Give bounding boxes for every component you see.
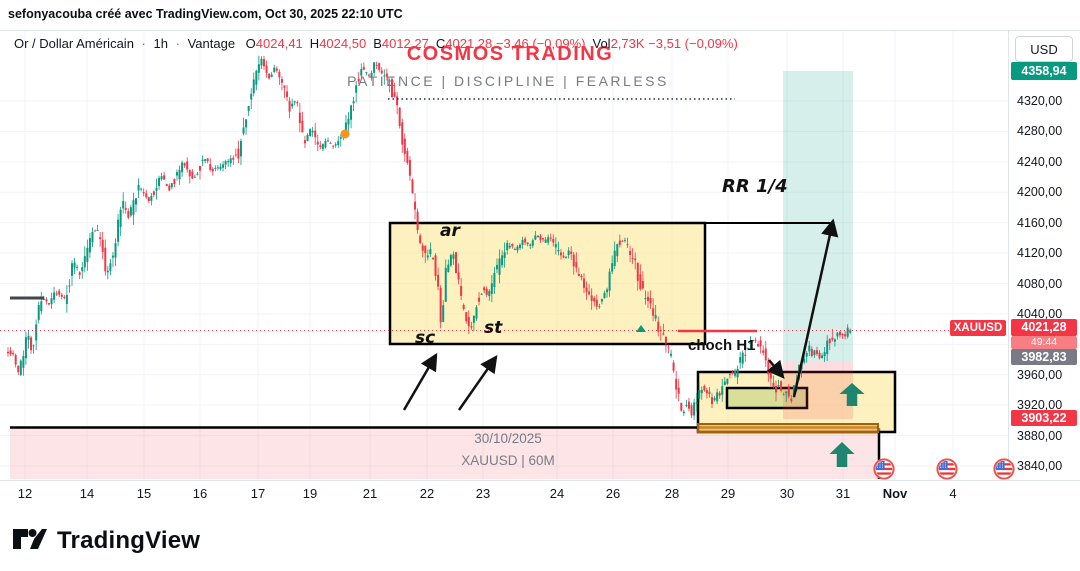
support-region: [10, 428, 879, 479]
buy-triangle-marker: [636, 325, 646, 332]
time-tick-label: Nov: [882, 486, 908, 501]
ohlc-field-label: O: [245, 36, 256, 51]
price-tick-label: 3960,00: [1017, 367, 1063, 382]
legend-separator: ·: [175, 36, 180, 51]
broker-label: Vantage: [187, 36, 236, 51]
time-tick-label: 12: [17, 486, 33, 501]
time-tick-label: 16: [192, 486, 208, 501]
symbol-price-label: XAUUSD: [950, 320, 1006, 337]
time-tick-label: 4: [949, 486, 957, 501]
price-tick-label: 4120,00: [1017, 246, 1063, 261]
ohlc-field-label: Vol: [592, 36, 611, 51]
time-tick-label: 23: [475, 486, 491, 501]
us-flag-icon[interactable]: [936, 458, 958, 480]
time-tick-label: 15: [136, 486, 152, 501]
annotation-ar: ar: [440, 221, 460, 241]
ohlc-field-label: B: [373, 36, 382, 51]
price-tick-label: 4320,00: [1017, 94, 1063, 108]
buy-arrow-1: [839, 383, 865, 406]
candles: [7, 55, 852, 420]
time-tick-label: 17: [250, 486, 266, 501]
ohlc-field-value: −3,51 (−0,09%): [644, 36, 738, 51]
ohlc-values: O4024,41 H4024,50 B4012,27 C4021,28 −3,46 (…: [239, 36, 738, 51]
symbol-legend[interactable]: Or / Dollar Américain · 1h · Vantage O40…: [14, 36, 738, 51]
price-tick-label: 4080,00: [1017, 276, 1063, 291]
stop-price-badge: 3903,22: [1011, 409, 1077, 426]
attribution-text: sefonyacouba créé avec TradingView.com, …: [8, 7, 403, 21]
annotation-sc: sc: [415, 328, 436, 348]
annotation-pair-timeframe: XAUUSD | 60M: [461, 453, 555, 468]
price-tick-label: 3920,00: [1017, 398, 1063, 413]
ohlc-field-label: H: [309, 36, 320, 51]
lower-strip-box: [697, 423, 879, 433]
price-tick-label: 4200,00: [1017, 185, 1063, 200]
choch-pointer: [766, 359, 785, 379]
ohlc-field-value: 4024,50: [319, 36, 367, 51]
st-arrow: [457, 354, 498, 411]
time-axis[interactable]: 12 14 15 16 17 19 21 22 23 24 26 28 29 30 31 Nov 4: [0, 480, 1080, 507]
entry-price-badge: 3982,83: [1011, 349, 1077, 366]
price-tick-label: 4160,00: [1017, 215, 1063, 230]
us-flag-icon[interactable]: [873, 458, 895, 480]
annotation-risk-reward: RR 1/4: [722, 176, 788, 197]
time-tick-label: 21: [362, 486, 378, 501]
annotation-st: st: [484, 318, 503, 338]
ohlc-field-value: 4024,41: [255, 36, 303, 51]
time-tick-label: 19: [302, 486, 318, 501]
ohlc-field-value: 4021,28: [445, 36, 493, 51]
price-tick-label: 4040,00: [1017, 306, 1063, 321]
time-tick-label: 24: [549, 486, 565, 501]
sc-arrow: [402, 352, 438, 411]
consolidation-box: [388, 221, 707, 346]
time-tick-label: 29: [720, 486, 736, 501]
annotation-date: 30/10/2025: [474, 431, 542, 446]
bar-countdown: 49:44: [1011, 336, 1077, 350]
time-tick-label: 26: [605, 486, 621, 501]
target-price-badge: 4358,94: [1011, 62, 1077, 81]
price-tick-label: 3840,00: [1017, 459, 1063, 473]
tradingview-logo-text: TradingView: [57, 527, 201, 554]
ohlc-field-value: −3,46 (−0,09%): [492, 36, 586, 51]
profit-zone: [783, 71, 853, 361]
time-tick-label: 30: [779, 486, 795, 501]
ohlc-field-value: 2,73K: [610, 36, 645, 51]
ohlc-field-value: 4012,27: [381, 36, 429, 51]
chart-widget: Or / Dollar Américain · 1h · Vantage O40…: [0, 30, 1080, 507]
symbol-title[interactable]: Or / Dollar Américain: [14, 36, 134, 51]
currency-button[interactable]: USD: [1015, 36, 1073, 62]
buy-arrow-2: [829, 442, 855, 467]
watermark-title: COSMOS TRADING: [406, 43, 614, 65]
rr-projection-arrow: [792, 218, 839, 398]
time-tick-label: 28: [664, 486, 680, 501]
last-price-badge: 4021,28: [1011, 319, 1077, 337]
time-tick-label: 31: [835, 486, 851, 501]
annotation-choch-h1: choch H1: [688, 337, 756, 354]
watermark-tagline: PATIENCE | DISCIPLINE | FEARLESS: [347, 73, 669, 89]
price-axis[interactable]: USD 4320,00 4280,00 4240,00 4200,00 4160,00 4…: [1008, 31, 1080, 480]
ohlc-field-label: C: [435, 36, 446, 51]
tradingview-footer: TradingView: [12, 527, 200, 555]
time-tick-label: 22: [419, 486, 435, 501]
candlestick-chart[interactable]: [0, 31, 1008, 480]
orange-dot-marker: [340, 129, 350, 139]
interval-label[interactable]: 1h: [153, 36, 168, 51]
tradingview-logo-icon: [13, 529, 47, 549]
time-tick-label: 14: [79, 486, 95, 501]
us-flag-icon[interactable]: [993, 458, 1015, 480]
price-tick-label: 3880,00: [1017, 428, 1063, 443]
legend-separator: ·: [141, 36, 146, 51]
price-tick-label: 4280,00: [1017, 124, 1063, 139]
price-tick-label: 4240,00: [1017, 154, 1063, 169]
